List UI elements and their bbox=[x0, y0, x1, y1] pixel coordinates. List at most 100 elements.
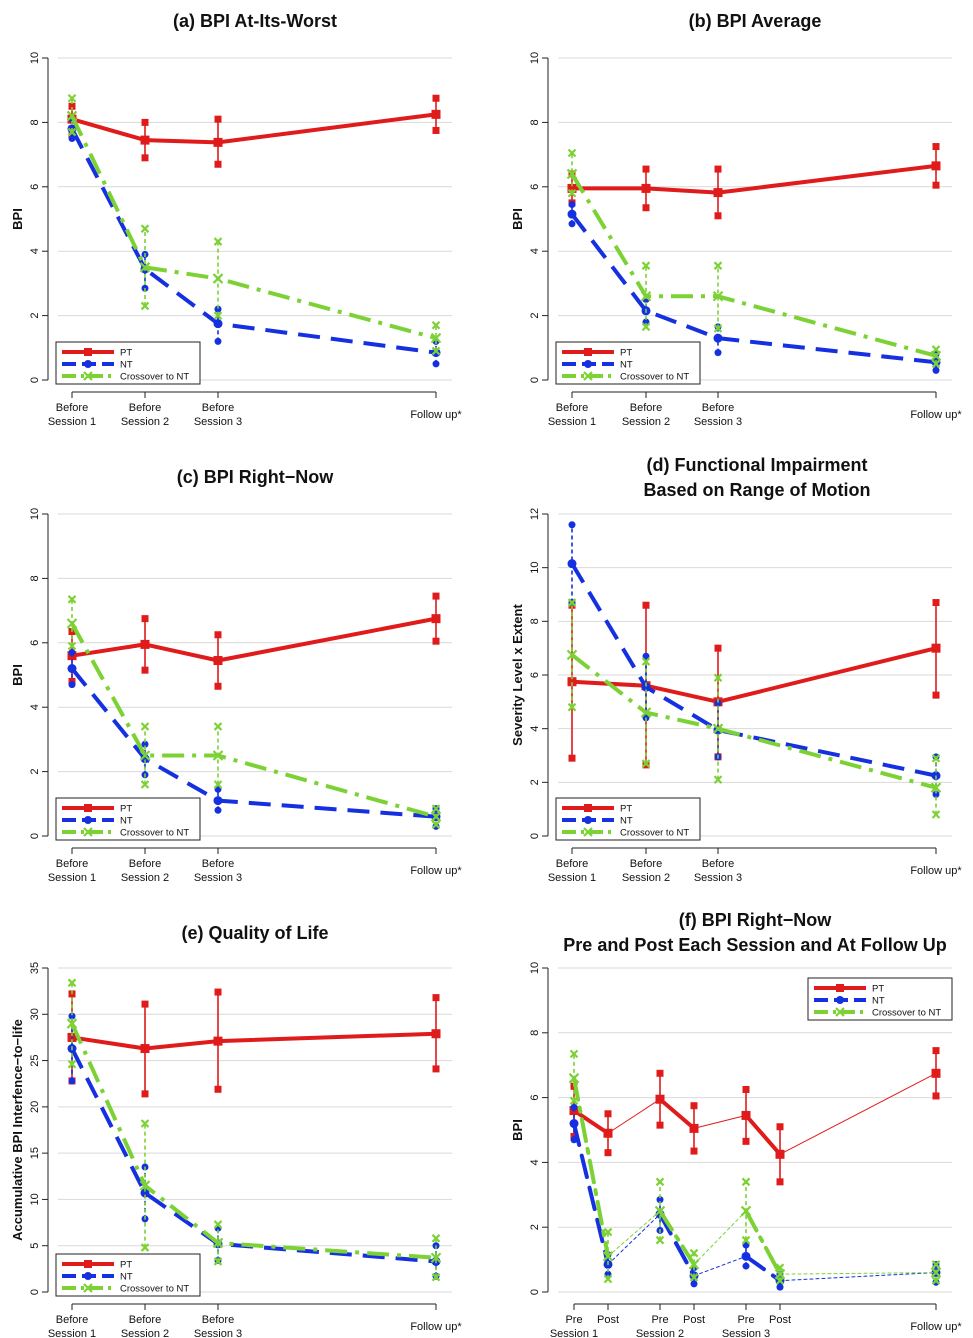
series-nt bbox=[67, 1012, 441, 1280]
error-bar-end bbox=[655, 1235, 665, 1245]
error-bar-end bbox=[931, 1260, 941, 1269]
legend-label: NT bbox=[120, 1272, 133, 1283]
series-line bbox=[71, 1031, 437, 1051]
legend-label: PT bbox=[872, 984, 884, 995]
error-bar-end bbox=[604, 1149, 612, 1157]
error-bar-end bbox=[141, 666, 149, 674]
data-point bbox=[567, 559, 577, 569]
y-axis-label: Accumulative BPI Interfence−to−life bbox=[10, 1019, 25, 1241]
error-bar-end bbox=[432, 994, 440, 1002]
data-point bbox=[566, 649, 578, 661]
error-bar-end bbox=[713, 673, 723, 682]
error-bar-end bbox=[713, 324, 723, 333]
error-bar-end bbox=[932, 1092, 940, 1100]
data-point bbox=[66, 618, 78, 629]
data-point bbox=[930, 350, 942, 362]
error-bar-end bbox=[568, 754, 576, 762]
chart-panel-1: 0 2 4 6 8 10 BPI Before Session 1 Before Session 2… bbox=[10, 11, 462, 428]
x-tick-label: Session 2 bbox=[121, 416, 169, 428]
series-segment bbox=[693, 1114, 747, 1129]
data-point bbox=[431, 109, 441, 119]
chart-title: Based on Range of Motion bbox=[644, 480, 871, 500]
x-tick-label: Before bbox=[202, 1314, 234, 1326]
y-tick-label: 2 bbox=[29, 769, 41, 775]
error-bar-end bbox=[68, 681, 76, 689]
error-bar-end bbox=[567, 702, 577, 712]
series-line bbox=[70, 1047, 437, 1264]
data-point bbox=[213, 1036, 223, 1046]
error-bar-end bbox=[214, 806, 222, 814]
x-tick-label: Session 2 bbox=[121, 1328, 169, 1338]
x-tick-label: Session 1 bbox=[48, 872, 96, 884]
error-bar-end bbox=[932, 1278, 940, 1286]
data-point bbox=[139, 262, 151, 273]
error-bar-end bbox=[140, 224, 150, 233]
legend-marker bbox=[83, 1283, 93, 1293]
data-point bbox=[213, 656, 223, 666]
y-tick-label: 6 bbox=[529, 1095, 541, 1101]
data-point bbox=[568, 1072, 580, 1084]
error-bar-end bbox=[931, 753, 941, 763]
x-tick-label: Follow up* bbox=[410, 1321, 462, 1333]
y-axis-label: BPI bbox=[510, 208, 525, 230]
series-segment bbox=[693, 1210, 747, 1265]
error-bar-end bbox=[141, 1090, 149, 1098]
y-tick-label: 8 bbox=[29, 575, 41, 581]
x-tick-label: Session 1 bbox=[48, 1328, 96, 1338]
y-tick-label: 10 bbox=[29, 1193, 41, 1205]
chart-panel-4: 0 2 4 6 8 10 12 Severity Level x Extent Before Se… bbox=[510, 455, 962, 884]
error-bar-end bbox=[932, 181, 940, 189]
data-point bbox=[66, 110, 78, 122]
data-point bbox=[139, 750, 151, 761]
y-tick-label: 0 bbox=[29, 1289, 41, 1295]
error-bar-end bbox=[931, 810, 941, 819]
error-bar-end bbox=[742, 1086, 750, 1093]
data-point bbox=[688, 1259, 700, 1270]
data-point bbox=[67, 664, 77, 674]
y-tick-label: 4 bbox=[29, 248, 41, 254]
error-bar-end bbox=[690, 1147, 698, 1155]
error-bar-end bbox=[932, 790, 940, 798]
x-tick-label: Session 3 bbox=[194, 1328, 242, 1338]
data-point bbox=[140, 1188, 150, 1198]
error-bar-end bbox=[931, 359, 941, 369]
error-bar-end bbox=[213, 1220, 223, 1229]
data-point bbox=[712, 723, 724, 734]
data-point bbox=[931, 1068, 941, 1078]
data-point bbox=[431, 614, 441, 624]
series-segment bbox=[572, 1121, 610, 1267]
error-bar-end bbox=[714, 699, 722, 707]
series-crossover-to-nt bbox=[66, 595, 442, 830]
error-bar-end bbox=[213, 1257, 223, 1266]
error-bar-end bbox=[567, 598, 577, 607]
x-tick-label: Before bbox=[56, 858, 88, 870]
error-bar-end bbox=[140, 1119, 150, 1128]
y-tick-label: 4 bbox=[29, 704, 41, 710]
x-tick-label: Before bbox=[556, 402, 588, 414]
data-point bbox=[431, 348, 441, 358]
series-segment bbox=[744, 1113, 782, 1157]
legend-box bbox=[807, 977, 953, 1021]
y-tick-label: 2 bbox=[29, 313, 41, 319]
data-point bbox=[140, 639, 150, 649]
legend-marker bbox=[584, 804, 592, 812]
series-line bbox=[570, 653, 937, 790]
y-tick-label: 8 bbox=[29, 119, 41, 125]
legend-label: PT bbox=[620, 804, 632, 815]
data-point bbox=[213, 796, 223, 806]
error-bar-end bbox=[689, 1248, 699, 1258]
error-bar-end bbox=[141, 615, 149, 623]
x-tick-label: Follow up* bbox=[910, 1321, 962, 1333]
error-bar-end bbox=[932, 366, 940, 374]
error-bar-end bbox=[431, 320, 441, 330]
chart-panel-6: 0 2 4 6 8 10 BPI Pre Session 1 Post Pre Session 2 Po… bbox=[510, 910, 962, 1338]
x-tick-label: Follow up* bbox=[410, 409, 462, 421]
y-tick-label: 12 bbox=[529, 508, 541, 520]
x-tick-label: Post bbox=[769, 1314, 791, 1326]
error-bar-end bbox=[432, 94, 440, 102]
error-bar-end bbox=[432, 126, 440, 134]
legend-marker bbox=[84, 360, 92, 368]
data-point bbox=[213, 137, 223, 147]
